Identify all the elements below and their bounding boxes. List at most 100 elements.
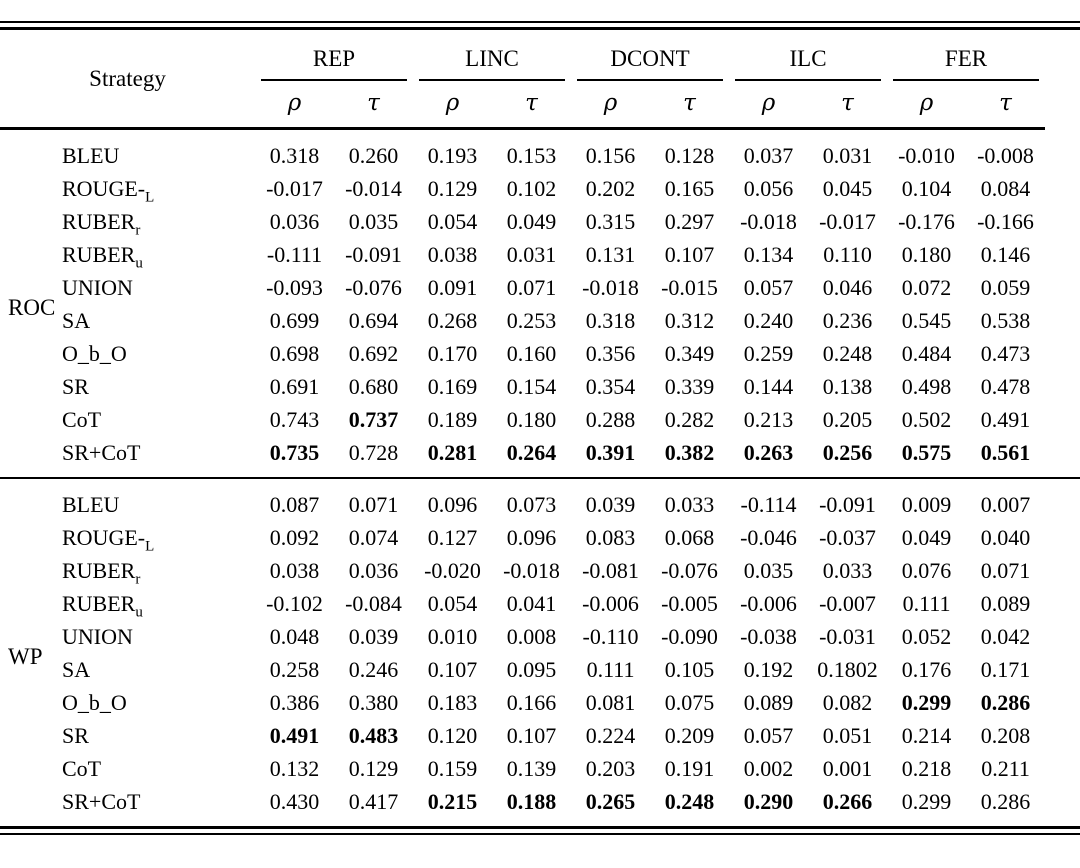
table-row: RUBERr 0.036 0.035 0.054 0.049 0.315 0.297 -0.0…: [0, 205, 1080, 238]
value-cell: 0.144: [743, 373, 794, 399]
strategy-label-text: BLEU: [62, 491, 120, 517]
header-row-datasets: Strategy REP LINC DCONT ILC FER: [0, 30, 1080, 130]
value-cell: -0.007: [819, 590, 876, 616]
strategy-label: CoT: [50, 752, 255, 785]
row-pad: [1045, 554, 1080, 587]
value-cell: -0.020: [424, 557, 481, 583]
row-pad: [1045, 686, 1080, 719]
strategy-label: CoT: [50, 403, 255, 436]
value-cell: -0.090: [661, 623, 718, 649]
strategy-label: SA: [50, 653, 255, 686]
table-row: RUBERr 0.038 0.036 -0.020 -0.018 -0.081 -0.076…: [0, 554, 1080, 587]
value-cell: 0.156: [585, 142, 636, 168]
strategy-label-text: SR+CoT: [62, 439, 141, 465]
row-pad: [1045, 129, 1080, 173]
value-cell: 0.010: [427, 623, 478, 649]
value-cell: 0.743: [269, 406, 320, 432]
value-cell: 0.035: [348, 208, 399, 234]
group-label-roc: ROC: [8, 295, 56, 320]
value-cell: 0.170: [427, 340, 478, 366]
value-cell: 0.189: [427, 406, 478, 432]
value-cell: 0.072: [901, 274, 952, 300]
value-cell: -0.081: [582, 557, 639, 583]
strategy-label-text: RUBER: [62, 590, 136, 616]
value-cell: 0.154: [506, 373, 557, 399]
value-cell: 0.033: [822, 557, 873, 583]
value-cell: -0.110: [582, 623, 639, 649]
value-cell: 0.224: [585, 722, 636, 748]
strategy-label-subscript: L: [145, 537, 155, 554]
value-cell: 0.046: [822, 274, 873, 300]
value-cell: 0.575: [901, 439, 952, 465]
value-cell: 0.052: [901, 623, 952, 649]
dataset-header-label: REP: [312, 46, 356, 71]
value-cell: -0.091: [345, 241, 402, 267]
dataset-header-label: FER: [944, 46, 988, 71]
value-cell: 0.202: [585, 175, 636, 201]
row-pad: [1045, 587, 1080, 620]
strategy-label: SR+CoT: [50, 436, 255, 478]
value-cell: -0.038: [740, 623, 797, 649]
tau-subheader-fer: τ: [966, 81, 1046, 130]
strategy-label-text: ROUGE-: [62, 175, 146, 201]
value-cell: 0.009: [887, 477, 967, 521]
dataset-header-fer: FER: [887, 30, 1045, 81]
value-cell: 0.391: [585, 439, 636, 465]
strategy-label-text: SR+CoT: [62, 788, 141, 814]
table-bottom-rule: [0, 826, 1080, 835]
rho-subheader-rep: ρ: [255, 81, 334, 130]
value-cell: 0.209: [664, 722, 715, 748]
value-cell: 0.083: [585, 524, 636, 550]
value-cell: 0.082: [822, 689, 873, 715]
value-cell: 0.038: [427, 241, 478, 267]
value-cell: 0.694: [348, 307, 399, 333]
value-cell: 0.218: [901, 755, 952, 781]
row-pad: [1045, 653, 1080, 686]
value-cell: 0.059: [980, 274, 1031, 300]
value-cell: -0.176: [898, 208, 955, 234]
strategy-label-text: O_b_O: [62, 340, 127, 366]
row-pad: [1045, 521, 1080, 554]
dataset-header-underline: FER: [893, 46, 1039, 81]
value-cell: 0.211: [981, 755, 1030, 781]
table-row: RUBERu -0.111 -0.091 0.038 0.031 0.131 0.107 0.…: [0, 238, 1080, 271]
value-cell: 0.349: [664, 340, 715, 366]
value-cell: 0.110: [823, 241, 872, 267]
rho-subheader-dcont: ρ: [571, 81, 651, 130]
value-cell: 0.473: [980, 340, 1031, 366]
value-cell: -0.076: [345, 274, 402, 300]
value-cell: 0.039: [571, 477, 651, 521]
dataset-header-dcont: DCONT: [571, 30, 729, 81]
dataset-header-underline: LINC: [419, 46, 565, 81]
value-cell: 0.096: [506, 524, 557, 550]
value-cell: 0.105: [664, 656, 715, 682]
value-cell: 0.203: [585, 755, 636, 781]
value-cell: 0.002: [743, 755, 794, 781]
value-cell: 0.268: [427, 307, 478, 333]
value-cell: 0.208: [980, 722, 1031, 748]
value-cell: 0.075: [664, 689, 715, 715]
strategy-label: O_b_O: [50, 686, 255, 719]
table-row: ROUGE-L 0.092 0.074 0.127 0.096 0.083 0.068 -0.…: [0, 521, 1080, 554]
value-cell: 0.561: [980, 439, 1031, 465]
value-cell: 0.120: [427, 722, 478, 748]
value-cell: 0.031: [506, 241, 557, 267]
value-cell: 0.256: [822, 439, 873, 465]
value-cell: 0.1802: [817, 656, 878, 682]
value-cell: 0.159: [427, 755, 478, 781]
value-cell: 0.236: [822, 307, 873, 333]
value-cell: 0.074: [348, 524, 399, 550]
table-row: SA 0.258 0.246 0.107 0.095 0.111 0.105 0.192 0.1…: [0, 653, 1080, 686]
dataset-header-ilc: ILC: [729, 30, 887, 81]
table-row: ROC BLEU 0.318 0.260 0.193 0.153 0.156 0.128 0.0…: [0, 129, 1080, 321]
strategy-label: RUBERr: [50, 554, 255, 587]
value-cell: -0.018: [503, 557, 560, 583]
value-cell: 0.081: [585, 689, 636, 715]
value-cell: 0.038: [269, 557, 320, 583]
value-cell: 0.290: [743, 788, 794, 814]
value-cell: 0.127: [427, 524, 478, 550]
value-cell: 0.205: [822, 406, 873, 432]
paper-table-figure: Strategy REP LINC DCONT ILC FER ρ τ ρ τ ρ τ ρ τ ρ τ ROC…: [0, 21, 1080, 835]
strategy-label: UNION: [50, 620, 255, 653]
group-label-wp: WP: [0, 477, 50, 826]
